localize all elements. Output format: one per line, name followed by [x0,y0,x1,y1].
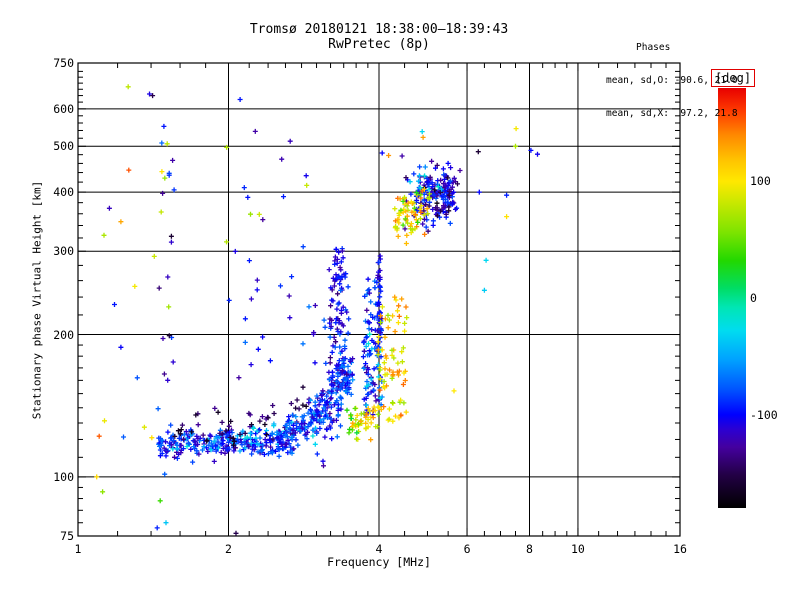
y-tick-label: 200 [53,327,74,342]
x-tick-label: 1 [74,542,82,556]
y-tick-label: 300 [53,244,74,259]
page-title: Tromsø 20180121 18:38:00–18:39:43 [249,22,509,37]
colorbar-tick-label: -100 [750,407,778,422]
phase-stats-heading: Phases [636,42,671,53]
scatter-points [94,84,540,536]
phase-stats-x-mode: mean, sd,X: 97.2, 21.8 [606,108,738,119]
colorbar [718,88,746,508]
gridlines [78,63,680,536]
colorbar-units-label: [deg] [711,69,755,87]
y-tick-label: 75 [60,529,74,543]
colorbar-tick-label: 0 [750,291,757,305]
y-tick-label: 500 [53,139,74,154]
y-tick-label: 100 [53,469,74,484]
x-axis-title: Frequency [MHz] [327,555,431,569]
x-tick-label: 16 [673,542,687,556]
y-tick-label: 400 [53,185,74,200]
phase-stats-o-mode: mean, sd,O: -90.6, 21.0 [606,75,738,86]
y-tick-label: 750 [53,56,74,70]
x-tick-label: 6 [463,542,471,556]
phase-stats-block: Phases mean, sd,O: -90.6, 21.0 mean, sd,… [606,20,746,141]
page-subtitle: RwPretec (8p) [328,37,430,52]
x-tick-label: 8 [526,542,533,556]
x-tick-label: 2 [225,542,232,556]
colorbar-tick-label: 100 [750,174,771,189]
y-axis-title: Stationary phase Virtual Height [km] [30,180,44,420]
y-tick-label: 600 [53,101,74,116]
x-tick-label: 10 [571,542,585,556]
axis-ticks [77,62,681,537]
x-tick-label: 4 [375,542,383,556]
